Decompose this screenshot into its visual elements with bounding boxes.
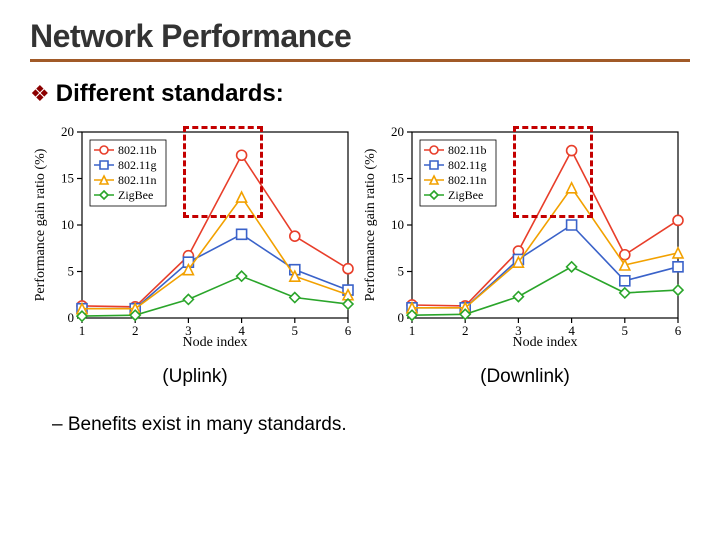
y-axis-label: Performance gain ratio (%) — [363, 148, 378, 301]
series-marker — [567, 146, 577, 156]
x-axis-label: Node index — [513, 335, 578, 348]
legend-label: 802.11n — [448, 173, 487, 187]
y-tick-label: 20 — [391, 124, 404, 139]
x-axis-label: Node index — [183, 335, 248, 348]
chart-svg: 12345605101520Node indexPerformance gain… — [360, 118, 690, 348]
series-marker — [183, 294, 193, 304]
legend-label: 802.11g — [448, 158, 487, 172]
series-marker — [237, 150, 247, 160]
series-line — [82, 234, 348, 308]
series-marker — [237, 192, 247, 202]
captions-row: (Uplink) (Downlink) — [30, 348, 690, 388]
legend-label: 802.11b — [118, 143, 157, 157]
y-axis-label: Performance gain ratio (%) — [33, 148, 48, 301]
x-tick-label: 2 — [462, 323, 469, 338]
charts-row: 12345605101520Node indexPerformance gain… — [30, 118, 690, 348]
x-tick-label: 2 — [132, 323, 139, 338]
x-tick-label: 5 — [292, 323, 299, 338]
y-tick-label: 15 — [391, 171, 404, 186]
series-marker — [673, 215, 683, 225]
footer-text: – Benefits exist in many standards. — [30, 414, 690, 436]
series-marker — [620, 288, 630, 298]
y-tick-label: 10 — [391, 217, 404, 232]
series-marker — [567, 220, 577, 230]
series-marker — [290, 293, 300, 303]
caption-downlink: (Downlink) — [360, 366, 690, 388]
series-marker — [673, 262, 683, 272]
series-marker — [567, 262, 577, 272]
legend-swatch-marker — [100, 161, 108, 169]
chart-svg: 12345605101520Node indexPerformance gain… — [30, 118, 360, 348]
series-marker — [290, 231, 300, 241]
legend-label: 802.11g — [118, 158, 157, 172]
y-tick-label: 0 — [398, 310, 405, 325]
legend-swatch-marker — [430, 161, 438, 169]
series-marker — [237, 229, 247, 239]
y-tick-label: 0 — [68, 310, 75, 325]
series-marker — [620, 276, 630, 286]
y-tick-label: 5 — [398, 264, 405, 279]
subtitle-row: ❖ Different standards: — [30, 80, 690, 108]
page-title: Network Performance — [30, 18, 690, 59]
legend-label: ZigBee — [448, 188, 483, 202]
series-marker — [567, 183, 577, 193]
series-line — [82, 197, 348, 309]
legend-swatch-marker — [430, 146, 438, 154]
x-tick-label: 5 — [622, 323, 629, 338]
y-tick-label: 15 — [61, 171, 74, 186]
x-tick-label: 1 — [409, 323, 416, 338]
legend-label: 802.11b — [448, 143, 487, 157]
chart-downlink: 12345605101520Node indexPerformance gain… — [360, 118, 690, 348]
legend-label: ZigBee — [118, 188, 153, 202]
y-tick-label: 10 — [61, 217, 74, 232]
series-line — [82, 276, 348, 316]
diamond-bullet-icon: ❖ — [30, 83, 50, 105]
subtitle-text: Different standards: — [56, 80, 284, 108]
caption-uplink: (Uplink) — [30, 366, 360, 388]
y-tick-label: 5 — [68, 264, 75, 279]
y-tick-label: 20 — [61, 124, 74, 139]
title-underline — [30, 59, 690, 62]
series-marker — [237, 271, 247, 281]
series-line — [412, 225, 678, 308]
series-marker — [513, 292, 523, 302]
chart-uplink: 12345605101520Node indexPerformance gain… — [30, 118, 360, 348]
x-tick-label: 6 — [675, 323, 682, 338]
series-marker — [343, 264, 353, 274]
series-marker — [673, 285, 683, 295]
legend-label: 802.11n — [118, 173, 157, 187]
x-tick-label: 1 — [79, 323, 86, 338]
x-tick-label: 6 — [345, 323, 352, 338]
legend-swatch-marker — [100, 146, 108, 154]
